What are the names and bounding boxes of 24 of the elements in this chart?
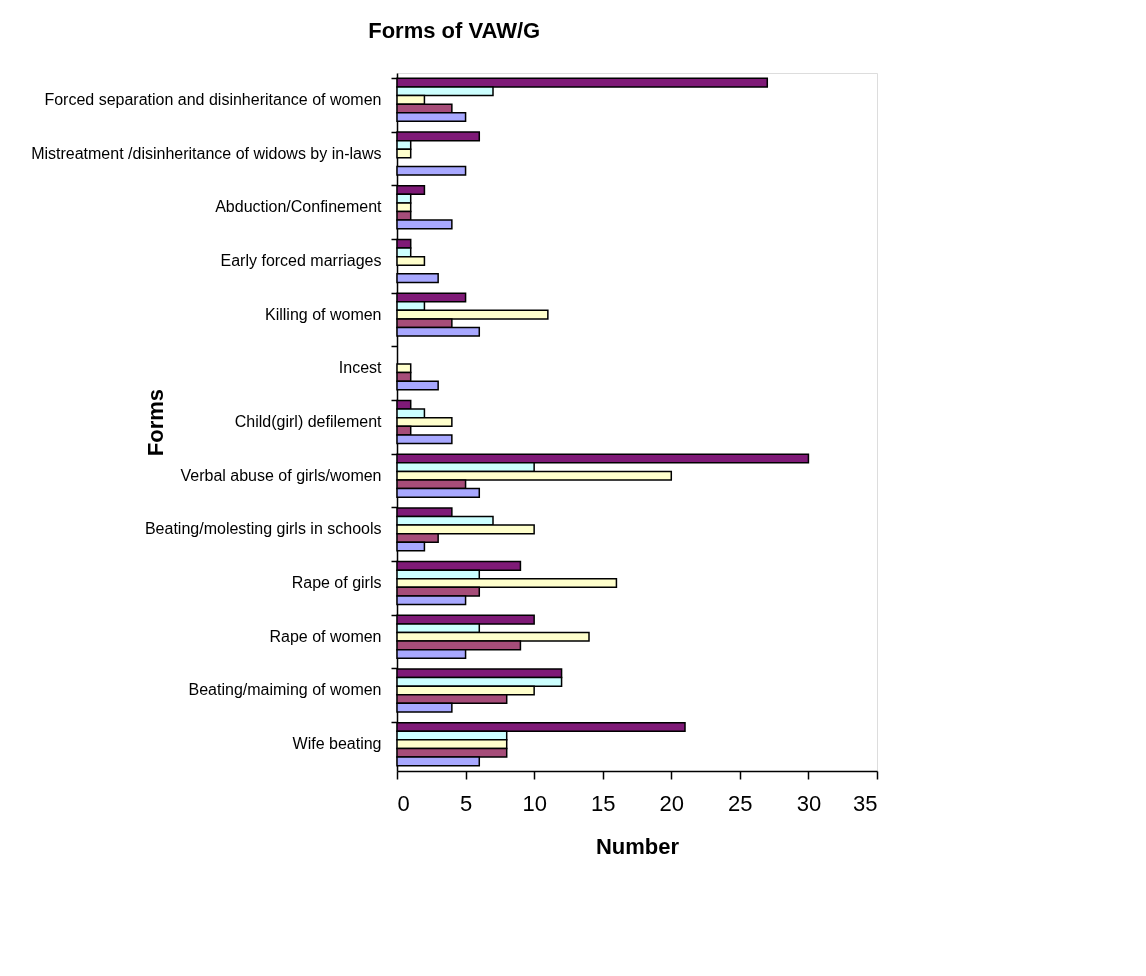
y-tick-label: Forced separation and disinheritance of women	[44, 90, 382, 108]
y-tick-label: Mistreatment /disinheritance of widows by in-laws	[31, 144, 382, 162]
y-tick-label: Rape of women	[269, 627, 382, 645]
y-tick-label: Child(girl) defilement	[234, 413, 383, 430]
y-tick-label: Verbal abuse of girls/women	[180, 466, 382, 484]
y-tick-label: Abduction/Confinement	[215, 198, 383, 216]
x-tick-label: 25	[728, 790, 753, 816]
x-tick-label: 10	[522, 790, 547, 816]
x-tick-label: 15	[590, 790, 616, 816]
y-tick-label: Beating/maiming of women	[188, 681, 382, 699]
x-tick-label: 0	[397, 790, 410, 816]
x-tick-label: 20	[659, 790, 685, 816]
y-tick-label: Rape of girls	[291, 574, 382, 592]
y-tick-label: Wife beating	[292, 735, 382, 753]
y-tick-label: Killing of women	[265, 305, 382, 323]
x-tick-label: 5	[459, 790, 473, 816]
x-tick-label: 35	[853, 790, 878, 816]
x-tick-label: 30	[796, 790, 822, 816]
y-axis-title: Forms	[142, 388, 168, 457]
y-tick-label: Early forced marriages	[220, 251, 382, 269]
x-axis-title: Number	[595, 833, 680, 859]
chart-title: Forms of VAW/G	[368, 18, 541, 43]
y-tick-label: Incest	[338, 359, 383, 377]
y-tick-label: Beating/molesting girls in schools	[144, 520, 382, 538]
